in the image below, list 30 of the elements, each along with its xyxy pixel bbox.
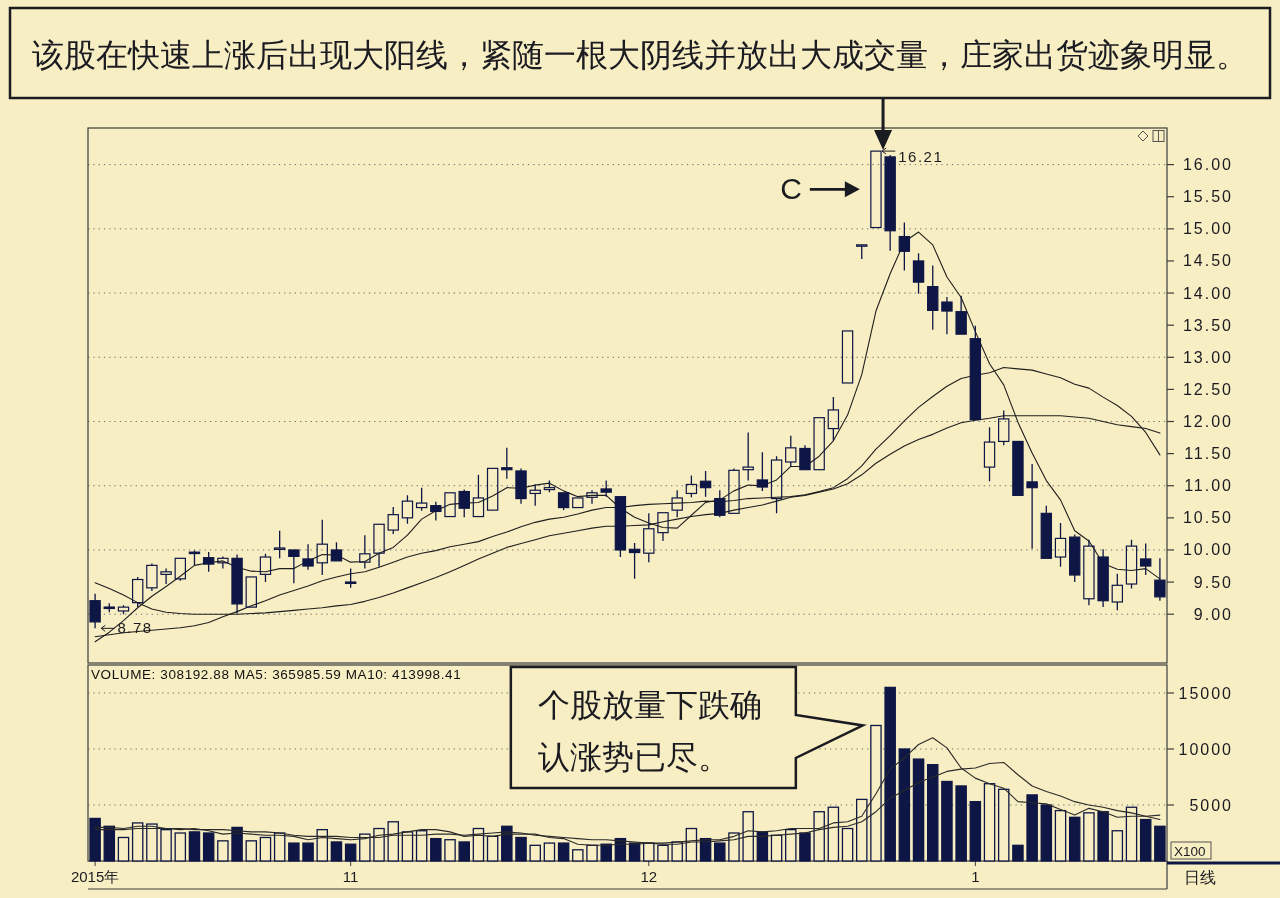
y-tick-label: 15.00 [1182, 220, 1233, 238]
y-tick-label: 14.00 [1182, 284, 1233, 302]
y-tick-label: 16.00 [1182, 156, 1233, 174]
y-tick-label: 13.50 [1182, 316, 1233, 334]
annotation: 个股放量下跌确认涨势已尽。 [537, 686, 762, 776]
y-tick-label: 9.50 [1193, 573, 1233, 591]
annotation: 8.78 [117, 619, 153, 637]
x-tick-label: 11 [342, 868, 359, 885]
x-tick-label: 1 [971, 868, 980, 885]
y-tick-label: 15.50 [1182, 188, 1233, 206]
y-tick-label: 12.00 [1182, 413, 1233, 431]
y-tick-label: 11.00 [1184, 477, 1233, 495]
y-tick-label: 12.50 [1182, 380, 1233, 398]
chart-title: VOLUME: 308192.88 MA5: 365985.59 MA10: 413998.41 [91, 667, 462, 682]
annotation: C [780, 172, 802, 206]
y-tick-label: 13.00 [1182, 348, 1233, 366]
text: 日线 [1184, 868, 1216, 887]
y-tick-label: 15000 [1178, 684, 1233, 702]
chart-title: 该股在快速上涨后出现大阳线，紧随一根大阴线并放出大成交量，庄家出货迹象明显。 [32, 36, 1248, 74]
x-tick-label: 12 [640, 868, 658, 885]
y-tick-label: 10.00 [1182, 541, 1233, 559]
x-tick-label: 2015年 [70, 868, 120, 885]
y-tick-label: 11.50 [1184, 445, 1233, 463]
y-tick-label: 10.50 [1182, 509, 1233, 527]
y-axis-title: X100 [1174, 843, 1206, 859]
y-tick-label: 5000 [1189, 796, 1233, 814]
annotation: 16.21 [898, 148, 944, 166]
y-tick-label: 14.50 [1182, 252, 1233, 270]
y-tick-label: 9.00 [1193, 605, 1233, 623]
y-tick-label: 10000 [1178, 740, 1233, 758]
